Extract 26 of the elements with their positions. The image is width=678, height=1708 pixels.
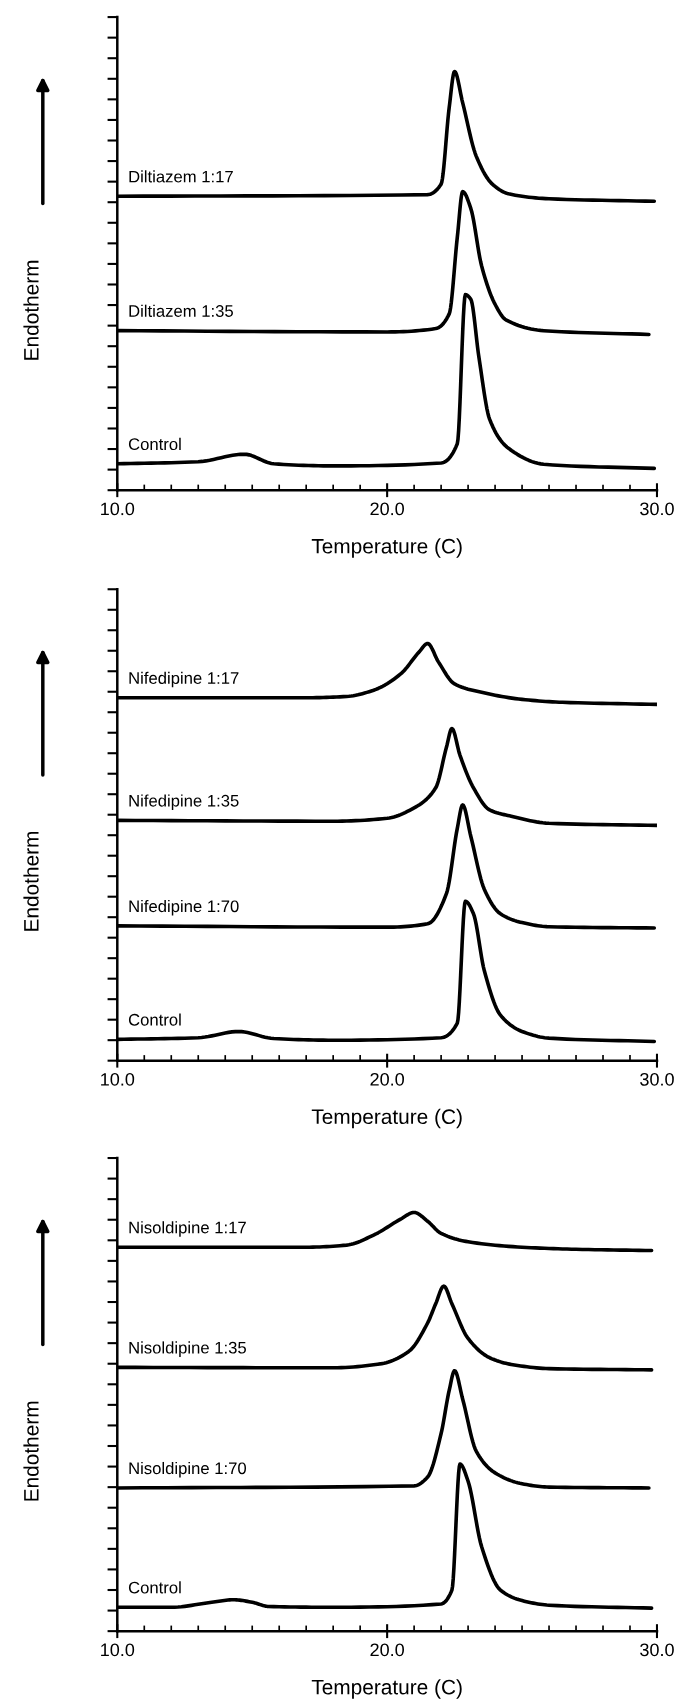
x-tick-label: 10.0: [101, 1643, 135, 1657]
legend-label: Nifedipine 1:35: [129, 794, 239, 810]
legend-label: Control: [128, 1581, 181, 1594]
x-axis-title: Temperature (C): [311, 538, 462, 558]
legend-label: Nisoldipine 1:35: [129, 1341, 246, 1357]
legend-label: Control: [128, 437, 181, 451]
x-axis-title: Temperature (C): [311, 1679, 462, 1699]
x-tick-label: 30.0: [640, 1643, 674, 1657]
y-axis-title: Endotherm: [23, 260, 39, 360]
x-tick-label: 20.0: [370, 502, 404, 516]
x-tick-label: 20.0: [370, 1643, 404, 1657]
x-axis-title: Temperature (C): [311, 1108, 462, 1129]
legend-label: Diltiazem 1:17: [129, 170, 233, 183]
legend-label: Control: [128, 1013, 181, 1026]
x-tick-label: 20.0: [370, 1072, 404, 1086]
y-axis-title: Endotherm: [23, 831, 39, 931]
x-tick-label: 30.0: [640, 502, 674, 516]
x-tick-label: 10.0: [101, 502, 135, 516]
x-tick-label: 10.0: [101, 1072, 135, 1086]
legend-label: Nisoldipine 1:17: [129, 1221, 246, 1237]
y-axis-title: Endotherm: [23, 1401, 39, 1501]
legend-label: Diltiazem 1:35: [129, 304, 233, 317]
legend-label: Nifedipine 1:17: [129, 671, 239, 688]
legend-label: Nisoldipine 1:70: [129, 1461, 247, 1478]
x-tick-label: 30.0: [640, 1072, 674, 1086]
legend-label: Nifedipine 1:70: [129, 899, 239, 916]
